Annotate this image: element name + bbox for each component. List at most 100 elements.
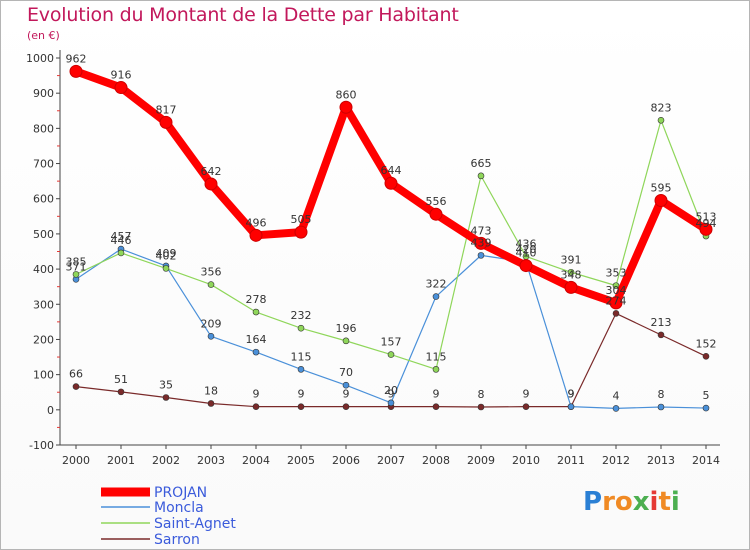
data-label: 9 [433, 388, 440, 401]
data-label: 496 [246, 216, 267, 229]
data-point [342, 403, 350, 410]
y-tick-label: 500 [33, 228, 54, 241]
data-point [699, 222, 713, 236]
data-label: 51 [114, 373, 128, 386]
x-tick-label: 2002 [152, 454, 180, 467]
y-tick-label: 300 [33, 298, 54, 311]
data-label: 35 [159, 379, 173, 392]
logo-letter: o [614, 487, 633, 517]
x-tick-label: 2011 [557, 454, 585, 467]
data-label: 556 [426, 195, 447, 208]
data-point [207, 281, 215, 288]
data-label: 9 [253, 388, 260, 401]
data-label: 8 [658, 388, 665, 401]
x-tick-label: 2001 [107, 454, 135, 467]
data-label: 595 [651, 181, 672, 194]
data-label: 9 [523, 388, 530, 401]
data-label: 9 [568, 388, 575, 401]
data-label: 196 [336, 322, 357, 335]
data-point [207, 400, 215, 407]
data-label: 473 [471, 224, 492, 237]
data-point [657, 403, 665, 411]
x-tick-label: 2008 [422, 454, 450, 467]
data-point [117, 249, 125, 257]
logo-letter: i [649, 487, 659, 517]
data-point [387, 351, 395, 358]
data-point [297, 403, 305, 410]
data-point [252, 403, 260, 410]
data-point [474, 236, 488, 250]
y-tick-label: 400 [33, 263, 54, 276]
data-label: 642 [201, 165, 222, 178]
y-tick-label: 1000 [26, 52, 54, 65]
data-point [567, 268, 575, 276]
data-point [477, 172, 485, 180]
data-label: 157 [381, 336, 402, 349]
logo-letter: i [670, 487, 680, 517]
data-point [162, 394, 170, 401]
data-point [432, 366, 440, 373]
y-tick-label: 800 [33, 122, 54, 135]
x-tick-label: 2012 [602, 454, 630, 467]
data-label: 8 [478, 388, 485, 401]
data-label: 18 [204, 384, 218, 397]
data-label: 457 [111, 230, 132, 243]
logo-letter: P [583, 487, 603, 517]
data-label: 420 [516, 243, 537, 256]
data-point [342, 381, 350, 389]
data-label: 9 [568, 388, 575, 401]
y-tick-label: 100 [33, 369, 54, 382]
data-point [657, 116, 665, 124]
logo-letter: x [632, 487, 650, 517]
data-point [117, 388, 125, 396]
data-label: 152 [696, 337, 717, 350]
logo-letter: r [602, 487, 615, 517]
data-point [162, 265, 170, 272]
data-point [159, 115, 173, 129]
data-label: 436 [516, 237, 537, 250]
data-point [564, 280, 578, 294]
data-label: 274 [606, 294, 627, 307]
y-tick-label: 0 [47, 404, 54, 417]
data-label: 409 [156, 247, 177, 260]
data-label: 232 [291, 309, 312, 322]
data-label: 860 [336, 88, 357, 101]
data-point [72, 383, 80, 390]
data-label: 446 [111, 234, 132, 247]
data-label: 209 [201, 317, 222, 330]
data-point [702, 404, 710, 412]
data-label: 322 [426, 278, 447, 291]
data-point [522, 403, 530, 410]
data-point [204, 177, 218, 191]
data-point [339, 100, 353, 114]
data-label: 371 [66, 260, 87, 273]
legend-label-moncla: Moncla [154, 500, 204, 516]
data-point [429, 207, 443, 221]
data-label: 494 [696, 217, 717, 230]
data-point [72, 271, 80, 278]
y-tick-label: 600 [33, 193, 54, 206]
chart-title: Evolution du Montant de la Dette par Hab… [27, 4, 459, 26]
data-label: 410 [516, 247, 537, 260]
data-label: 4 [613, 389, 620, 402]
data-point [654, 193, 668, 207]
data-point [294, 225, 308, 239]
data-point [477, 403, 485, 411]
data-point [519, 259, 533, 273]
data-point [612, 310, 620, 317]
data-label: 115 [426, 350, 447, 363]
data-point [432, 403, 440, 410]
data-label: 348 [561, 268, 582, 281]
series-line-saint-agnet [75, 119, 707, 370]
data-point [249, 228, 263, 242]
data-label: 353 [606, 267, 627, 280]
data-label: 962 [66, 52, 87, 65]
data-label: 817 [156, 103, 177, 116]
data-label: 823 [651, 101, 672, 114]
data-point [387, 399, 395, 407]
data-label: 665 [471, 157, 492, 170]
data-label: 20 [384, 384, 398, 397]
data-label: 391 [561, 253, 582, 266]
data-label: 115 [291, 350, 312, 363]
